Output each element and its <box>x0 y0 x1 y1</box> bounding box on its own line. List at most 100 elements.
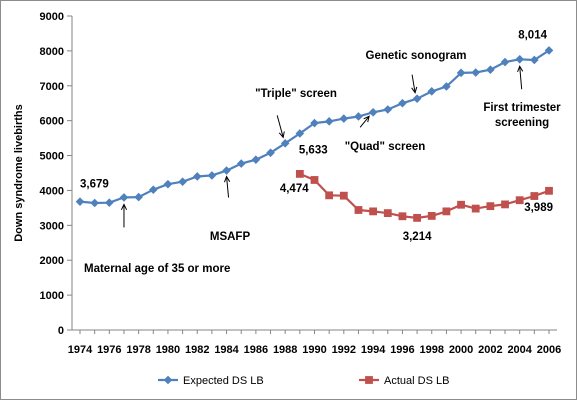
annotation-label: "Quad" screen <box>345 141 426 153</box>
data-point <box>544 46 554 55</box>
data-label: 3,989 <box>524 202 553 214</box>
y-tick-label: 7000 <box>40 81 64 93</box>
data-point <box>471 204 480 213</box>
x-tick-label: 1990 <box>302 344 326 356</box>
annotation-label: MSAFP <box>210 231 251 243</box>
x-tick-label: 2002 <box>478 344 502 356</box>
annotation-arrow <box>226 176 230 198</box>
y-tick-label: 8000 <box>40 46 64 58</box>
annotation: Maternal age of 35 or more <box>84 203 230 275</box>
annotation-arrow <box>359 115 370 128</box>
x-tick-label: 1986 <box>244 344 268 356</box>
annotation: MSAFP <box>210 175 251 243</box>
series-actual <box>295 170 553 222</box>
annotation: Genetic sonogram <box>366 50 467 94</box>
data-point <box>530 55 539 65</box>
data-label: 4,474 <box>280 183 309 195</box>
annotation-label: First trimester screening <box>483 102 561 129</box>
data-label: 8,014 <box>518 29 547 41</box>
data-point <box>530 192 539 200</box>
data-point <box>383 209 392 218</box>
data-point <box>295 129 305 138</box>
y-tick-label: 2000 <box>40 255 64 267</box>
annotation-arrow <box>519 66 523 90</box>
data-point <box>222 166 231 175</box>
arrowhead <box>363 115 370 123</box>
data-label: 5,633 <box>299 144 328 156</box>
arrowhead <box>224 175 231 183</box>
series-expected <box>75 46 554 208</box>
data-point <box>236 159 246 168</box>
data-point <box>163 179 173 189</box>
data-point <box>442 207 451 216</box>
y-tick-label: 4000 <box>40 185 64 197</box>
arrowhead <box>411 86 418 94</box>
data-point <box>398 98 407 108</box>
legend: Expected DS LB Actual DS LB <box>158 375 449 387</box>
legend-item: Expected DS LB <box>158 375 264 387</box>
data-point <box>354 112 363 121</box>
data-point <box>501 200 509 209</box>
data-point <box>486 202 495 211</box>
data-point <box>427 212 436 220</box>
data-point <box>134 192 143 202</box>
x-tick-label: 1984 <box>214 344 239 356</box>
data-point <box>207 171 217 180</box>
data-point <box>456 68 466 78</box>
data-point <box>515 54 524 64</box>
arrowhead <box>517 65 524 73</box>
x-tick-label: 1974 <box>68 344 93 356</box>
data-point <box>545 186 553 195</box>
annotation-arrow <box>411 74 416 93</box>
x-tick-label: 1992 <box>332 344 356 356</box>
data-point <box>398 212 407 221</box>
data-label-layer: 3,679 5,633 8,014 4,474 3,214 3,989 <box>80 29 553 242</box>
y-tick-label: 5000 <box>40 151 64 163</box>
data-point <box>413 213 421 222</box>
x-tick-label: 2006 <box>537 344 561 356</box>
data-point <box>369 207 378 216</box>
data-point <box>486 65 495 75</box>
y-tick-label: 9000 <box>40 11 64 23</box>
annotation-label: "Triple" screen <box>255 88 337 100</box>
x-tick-label: 1978 <box>126 344 150 356</box>
data-point <box>251 155 261 165</box>
legend-swatch-marker <box>365 376 373 384</box>
legend-label: Actual DS LB <box>384 375 449 387</box>
annotation: First trimester screening <box>483 65 561 129</box>
data-point <box>383 105 393 114</box>
data-point <box>339 191 348 200</box>
y-tick-label: 3000 <box>40 220 64 232</box>
data-point <box>75 197 85 206</box>
annotation-label: Genetic sonogram <box>366 50 467 62</box>
data-point <box>295 170 304 178</box>
y-tick-label: 0 <box>58 325 64 337</box>
axes: 0 1000 2000 3000 4000 5000 6000 7000 8000 9000 197… <box>13 11 561 356</box>
data-point <box>339 114 349 123</box>
x-tick-label: 2000 <box>449 344 473 356</box>
annotation-layer: Maternal age of 35 or more MSAFP "Triple" … <box>84 50 561 275</box>
data-point <box>500 57 510 67</box>
data-point <box>266 148 275 158</box>
data-point <box>324 117 334 126</box>
legend-label: Expected DS LB <box>183 375 264 387</box>
annotation: "Triple" screen <box>255 88 337 139</box>
y-axis-title: Down syndrome livebirths <box>13 104 25 242</box>
data-point <box>325 191 334 200</box>
data-point <box>192 172 202 181</box>
x-tick-label: 1994 <box>361 344 386 356</box>
x-tick-label: 1982 <box>185 344 209 356</box>
x-tick-label: 1988 <box>273 344 297 356</box>
data-point <box>368 107 378 117</box>
legend-item: Actual DS LB <box>359 375 449 387</box>
data-point <box>471 68 481 77</box>
annotation-label: Maternal age of 35 or more <box>84 263 230 275</box>
data-point <box>119 193 129 202</box>
annotation: "Quad" screen <box>345 115 426 153</box>
arrowhead <box>120 203 128 211</box>
data-point <box>515 196 524 205</box>
data-point <box>178 177 187 187</box>
x-tick-label: 1996 <box>390 344 414 356</box>
